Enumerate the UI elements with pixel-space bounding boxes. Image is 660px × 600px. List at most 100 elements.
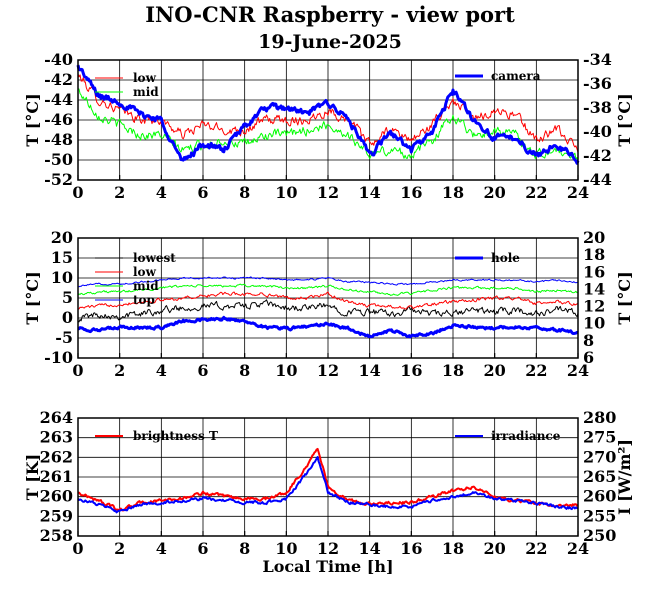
- x-tick-label: 16: [400, 539, 422, 558]
- chart-title: INO-CNR Raspberry - view port: [145, 2, 515, 27]
- y-tick-label-left: 0: [62, 308, 73, 327]
- y-axis-label-left: T [°C]: [23, 271, 42, 324]
- y-tick-label-right: 250: [583, 526, 616, 545]
- series-line-top: [77, 276, 579, 288]
- x-tick-label: 12: [317, 183, 339, 202]
- x-tick-label: 0: [72, 183, 83, 202]
- y-tick-label-right: 270: [583, 447, 616, 466]
- x-tick-label: 22: [525, 183, 547, 202]
- y-tick-label-left: 5: [62, 288, 73, 307]
- x-tick-label: 0: [72, 361, 83, 380]
- y-tick-label-left: -52: [44, 170, 73, 189]
- panel-bottom: 0 2 4 6 8 10 12 14 16 18 20 22 242582592602612622632…: [23, 408, 634, 558]
- legend-label-mid: mid: [133, 85, 159, 99]
- x-tick-label: 2: [114, 183, 125, 202]
- x-axis-label: Local Time [h]: [262, 557, 393, 576]
- y-tick-label-left: 262: [40, 447, 73, 466]
- y-tick-label-left: 15: [51, 248, 73, 267]
- y-tick-label-right: 255: [583, 506, 616, 525]
- x-tick-label: 10: [275, 539, 297, 558]
- y-tick-label-left: 10: [51, 268, 73, 287]
- legend-label-camera: camera: [491, 69, 541, 83]
- series-line-brightness-T: [77, 447, 579, 512]
- x-tick-label: 22: [525, 539, 547, 558]
- y-axis-label-right: T [°C]: [615, 93, 634, 146]
- x-tick-label: 14: [359, 539, 381, 558]
- x-tick-label: 22: [525, 361, 547, 380]
- x-tick-label: 20: [484, 539, 506, 558]
- y-tick-label-left: 264: [40, 408, 73, 427]
- y-tick-label-right: 16: [583, 262, 605, 281]
- x-tick-label: 8: [239, 539, 250, 558]
- x-tick-label: 24: [567, 539, 589, 558]
- x-tick-label: 8: [239, 183, 250, 202]
- y-tick-label-right: -40: [583, 122, 612, 141]
- y-tick-label-right: 10: [583, 314, 605, 333]
- x-tick-label: 10: [275, 183, 297, 202]
- series-line-irradiance: [77, 456, 579, 514]
- legend-label-hole: hole: [491, 251, 520, 265]
- chart-subtitle: 19-June-2025: [258, 31, 402, 53]
- legend-label-low: low: [133, 71, 157, 85]
- x-tick-label: 20: [484, 361, 506, 380]
- x-tick-label: 8: [239, 361, 250, 380]
- panel-top: 0 2 4 6 8 10 12 14 16 18 20 22 24-52-50-48-46-44-42-…: [23, 50, 634, 202]
- legend-label-brightness-T: brightness T: [133, 429, 218, 443]
- series-line-mid: [77, 283, 579, 296]
- x-tick-label: 24: [567, 183, 589, 202]
- x-tick-label: 4: [156, 183, 167, 202]
- x-tick-label: 0: [72, 539, 83, 558]
- legend-label-top: top: [133, 293, 155, 307]
- y-tick-label-right: 14: [583, 279, 605, 298]
- x-tick-label: 6: [197, 361, 208, 380]
- y-tick-label-left: -5: [55, 328, 73, 347]
- y-axis-label-right: I [W/m²]: [615, 439, 634, 515]
- x-tick-label: 10: [275, 361, 297, 380]
- y-tick-label-left: -10: [44, 348, 73, 367]
- y-tick-label-right: 280: [583, 408, 616, 427]
- series-line-mid: [77, 88, 579, 163]
- x-tick-label: 18: [442, 183, 464, 202]
- legend-label-lowest: lowest: [133, 251, 176, 265]
- y-tick-label-right: -36: [583, 74, 612, 93]
- y-tick-label-left: -40: [44, 50, 73, 69]
- legend-label-low: low: [133, 265, 157, 279]
- x-tick-label: 2: [114, 361, 125, 380]
- legend-label-irradiance: irradiance: [491, 429, 561, 443]
- x-tick-label: 16: [400, 361, 422, 380]
- y-tick-label-left: 263: [40, 428, 73, 447]
- y-tick-label-left: 20: [51, 228, 73, 247]
- series-line-hole: [77, 315, 579, 339]
- y-tick-label-left: 260: [40, 487, 73, 506]
- y-tick-label-right: -44: [583, 170, 612, 189]
- y-tick-label-left: 259: [40, 506, 73, 525]
- y-axis-label-left: T [K]: [23, 454, 42, 501]
- x-tick-label: 18: [442, 361, 464, 380]
- x-tick-label: 2: [114, 539, 125, 558]
- y-tick-label-right: 18: [583, 245, 605, 264]
- y-tick-label-right: 275: [583, 428, 616, 447]
- y-tick-label-right: 6: [583, 348, 594, 367]
- x-tick-label: 20: [484, 183, 506, 202]
- x-tick-label: 12: [317, 539, 339, 558]
- y-tick-label-right: 20: [583, 228, 605, 247]
- y-tick-label-right: 265: [583, 467, 616, 486]
- y-axis-label-right: T [°C]: [615, 271, 634, 324]
- y-tick-label-left: -48: [44, 130, 73, 149]
- chart-panels: 0 2 4 6 8 10 12 14 16 18 20 22 24-52-50-48-46-44-42-…: [23, 50, 634, 558]
- x-tick-label: 4: [156, 539, 167, 558]
- y-tick-label-right: 8: [583, 331, 594, 350]
- series-line-camera: [76, 64, 580, 165]
- y-tick-label-left: -42: [44, 70, 73, 89]
- x-tick-label: 14: [359, 361, 381, 380]
- x-tick-label: 14: [359, 183, 381, 202]
- y-tick-label-right: 260: [583, 487, 616, 506]
- x-tick-label: 24: [567, 361, 589, 380]
- x-tick-label: 4: [156, 361, 167, 380]
- y-tick-label-left: 258: [40, 526, 73, 545]
- y-tick-label-left: -44: [44, 90, 73, 109]
- x-tick-label: 16: [400, 183, 422, 202]
- y-axis-label-left: T [°C]: [23, 93, 42, 146]
